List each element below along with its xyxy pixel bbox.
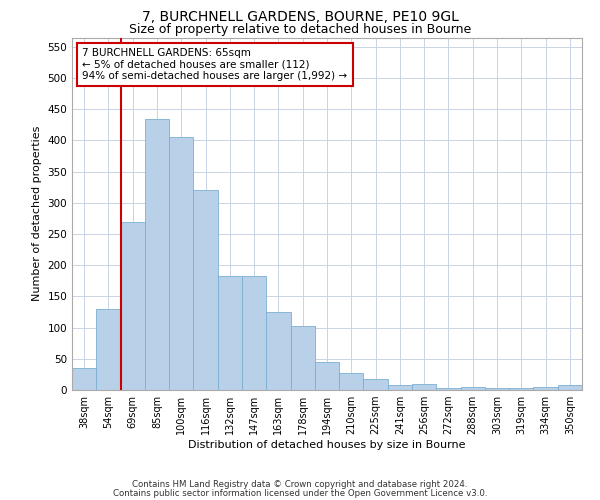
Text: 7 BURCHNELL GARDENS: 65sqm
← 5% of detached houses are smaller (112)
94% of semi: 7 BURCHNELL GARDENS: 65sqm ← 5% of detac…: [82, 48, 347, 82]
Bar: [364, 379, 388, 390]
Bar: [193, 190, 218, 390]
Bar: [145, 118, 169, 390]
Bar: [242, 276, 266, 390]
Bar: [218, 276, 242, 390]
Bar: [169, 138, 193, 390]
Bar: [412, 384, 436, 390]
Bar: [96, 309, 121, 390]
Text: 7, BURCHNELL GARDENS, BOURNE, PE10 9GL: 7, BURCHNELL GARDENS, BOURNE, PE10 9GL: [142, 10, 458, 24]
Bar: [121, 222, 145, 390]
Bar: [339, 372, 364, 390]
Bar: [461, 387, 485, 390]
Bar: [72, 368, 96, 390]
Text: Contains public sector information licensed under the Open Government Licence v3: Contains public sector information licen…: [113, 489, 487, 498]
Bar: [436, 388, 461, 390]
Bar: [485, 388, 509, 390]
Bar: [266, 312, 290, 390]
Bar: [533, 387, 558, 390]
Bar: [388, 385, 412, 390]
Y-axis label: Number of detached properties: Number of detached properties: [32, 126, 42, 302]
Bar: [558, 385, 582, 390]
Bar: [315, 362, 339, 390]
X-axis label: Distribution of detached houses by size in Bourne: Distribution of detached houses by size …: [188, 440, 466, 450]
Bar: [509, 388, 533, 390]
Text: Size of property relative to detached houses in Bourne: Size of property relative to detached ho…: [129, 22, 471, 36]
Text: Contains HM Land Registry data © Crown copyright and database right 2024.: Contains HM Land Registry data © Crown c…: [132, 480, 468, 489]
Bar: [290, 326, 315, 390]
